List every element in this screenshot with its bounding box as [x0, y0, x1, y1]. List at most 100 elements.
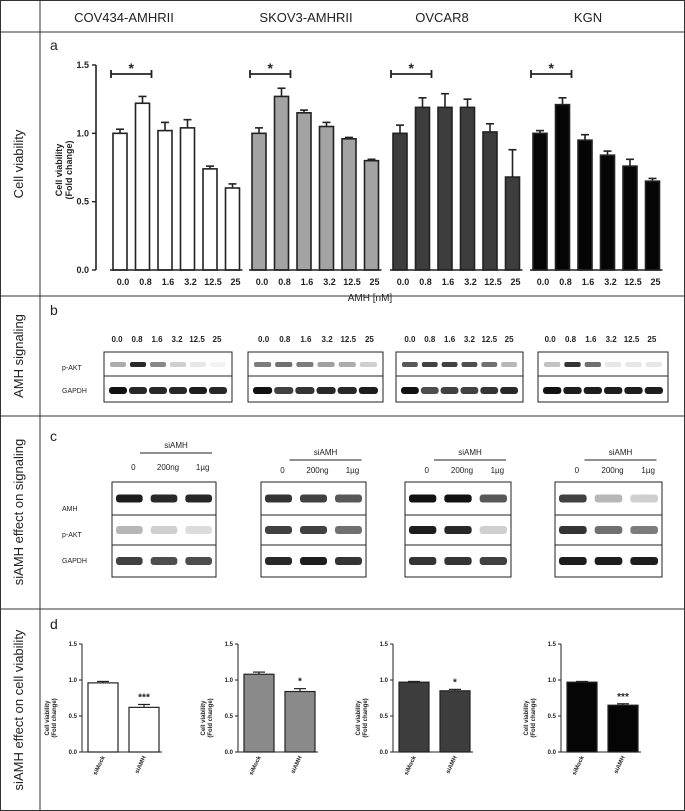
- panel-a-xtick-label: 0.8: [139, 277, 152, 287]
- panel-d-significance: *: [453, 677, 457, 688]
- panel-a-xtick-label: 3.2: [323, 277, 336, 287]
- panel-c-band: [150, 526, 178, 534]
- panel-b-lane-label: 0.0: [111, 335, 123, 344]
- panel-a-bar: [296, 112, 312, 271]
- panel-a-xtick-label: 1.6: [442, 277, 455, 287]
- panel-b-gapdh-band: [209, 387, 227, 394]
- panel-c-lane-label: 1µg: [641, 466, 655, 475]
- panel-a-bar: [318, 125, 335, 271]
- panel-a-ytick-label: 1.5: [76, 60, 89, 70]
- panel-a-bar: [202, 168, 218, 271]
- panel-b-gapdh-band: [401, 387, 419, 394]
- panel-d-bar: [607, 704, 639, 753]
- panel-a-bar: [577, 139, 593, 271]
- panel-a-bar: [157, 129, 173, 271]
- panel-a-xtick-label: 0.8: [278, 277, 291, 287]
- panel-d-bar: [243, 673, 275, 753]
- panel-c-band: [300, 557, 327, 565]
- panel-c-treatment-label: siAMH: [164, 441, 188, 450]
- panel-d-ytick-label: 1.5: [69, 642, 78, 648]
- panel-c-row-label-pakt: p-AKT: [62, 532, 83, 539]
- panel-a-significance-star: *: [549, 60, 555, 76]
- panel-a-significance-star: *: [409, 60, 415, 76]
- panel-b-gapdh-band: [337, 387, 357, 394]
- panel-b-blot-3: 0.0 0.8 1.6 3.2 12.5 25: [537, 335, 669, 403]
- panel-d-ytick-label: 0.5: [69, 714, 78, 720]
- column-title-cov434: COV434-AMHRII: [74, 10, 174, 25]
- panel-c-treatment-label: siAMH: [314, 448, 338, 457]
- row-label-signaling: AMH signaling: [11, 314, 26, 398]
- panel-b-gapdh-band: [440, 387, 459, 394]
- panel-c-lane-label: 1µg: [346, 466, 360, 475]
- panel-c-band: [265, 526, 292, 534]
- panel-d-ylabel-2: (Fold change): [531, 698, 537, 737]
- panel-b-lane-label: 0.0: [545, 335, 557, 344]
- panel-d-ylabel-2: (Fold change): [52, 698, 58, 737]
- panel-b-pakt-band: [605, 362, 622, 367]
- panel-c-treatment-label: siAMH: [609, 448, 633, 457]
- panel-b-row-label-gapdh: GAPDH: [62, 388, 87, 395]
- panel-b-lane-label: 0.8: [279, 335, 291, 344]
- panel-b-pakt-band: [359, 362, 377, 367]
- panel-d-xtick-label: siMock: [572, 755, 586, 777]
- panel-d-ytick-label: 1.5: [225, 642, 234, 648]
- panel-a-bar: [532, 132, 548, 271]
- panel-b-lane-label: 3.2: [171, 335, 183, 344]
- panel-d-ylabel-1: Cell viability: [356, 700, 362, 736]
- panel-a-bar: [599, 154, 616, 271]
- panel-c-blot-2: siAMH 0 200ng 1µg: [404, 448, 512, 578]
- panel-a-bar: [644, 180, 661, 271]
- panel-c-band: [594, 494, 623, 503]
- panel-a-bars: 0.0 0.8 1.6 3.2 12.5 25*0.0 0.8 1.6 3.2 12.5 25*0.…: [110, 60, 663, 287]
- panel-b-pakt-band: [402, 362, 418, 367]
- panel-c-band: [594, 557, 623, 565]
- panel-b-gapdh-band: [253, 387, 273, 394]
- panel-a-axis: 0.0 0.5 1.0 1.5: [76, 60, 97, 275]
- panel-a-xtick-label: 0.8: [559, 277, 572, 287]
- panel-d-chart-2: Cell viability (Fold change) 0.0 0.5 1.0 1.5 s…: [356, 642, 473, 776]
- panel-b-lane-label: 1.6: [585, 335, 597, 344]
- panel-d-bar: [439, 690, 471, 753]
- column-title-kgn: KGN: [574, 10, 602, 25]
- panel-d-ytick-label: 0.0: [69, 750, 78, 756]
- panel-b-lane-label: 0.8: [131, 335, 143, 344]
- panel-b-lane-label: 12.5: [189, 335, 205, 344]
- panel-a-bar: [459, 106, 476, 271]
- panel-a-series-0: 0.0 0.8 1.6 3.2 12.5 25 *: [110, 60, 243, 287]
- panel-b-lane-label: 3.2: [464, 335, 476, 344]
- row-label-viability: Cell viability: [11, 129, 26, 198]
- panel-b-lane-label: 12.5: [481, 335, 497, 344]
- panel-a-xtick-label: 0.0: [117, 277, 130, 287]
- panel-b-pakt-band: [645, 362, 662, 367]
- panel-d-ylabel-2: (Fold change): [363, 698, 369, 737]
- panel-d-significance: *: [298, 677, 302, 688]
- panel-d-chart-3: Cell viability (Fold change) 0.0 0.5 1.0 1.5 s…: [524, 642, 641, 776]
- panel-b-gapdh-band: [604, 387, 623, 394]
- panel-b-pakt-band: [584, 362, 601, 367]
- panel-a-xtick-label: 1.6: [582, 277, 595, 287]
- panel-b-pakt-strip: [537, 351, 669, 377]
- panel-c-band: [630, 557, 658, 565]
- panel-b-pakt-band: [170, 362, 186, 367]
- panel-c-band: [479, 494, 507, 503]
- panel-a-ytick-label: 1.0: [76, 128, 89, 138]
- panel-d-xtick-label: siAMH: [613, 755, 626, 774]
- panel-b-blot-2: 0.0 0.8 1.6 3.2 12.5 25: [395, 335, 524, 403]
- panel-b-gapdh-band: [500, 387, 518, 394]
- panel-b-gapdh-band: [129, 387, 147, 394]
- panel-b-gapdh-band: [274, 387, 294, 394]
- panel-a-xtick-label: 0.8: [419, 277, 432, 287]
- panel-a-xtick-label: 1.6: [162, 277, 175, 287]
- panel-b-gapdh-band: [189, 387, 207, 394]
- panel-d-ytick-label: 1.0: [225, 678, 234, 684]
- panel-c-blot-0: siAMH 0 200ng 1µg: [111, 441, 217, 578]
- panel-c-row-label-amh: AMH: [62, 506, 78, 513]
- panel-a-series-3: 0.0 0.8 1.6 3.2 12.5 25 *: [530, 60, 663, 287]
- panel-a-xtick-label: 25: [230, 277, 240, 287]
- panel-d-bar: [284, 690, 316, 753]
- panel-b-lane-label: 25: [213, 335, 222, 344]
- panel-a-xtick-label: 0.0: [397, 277, 410, 287]
- panel-d-ytick-label: 0.5: [380, 714, 389, 720]
- panel-a-xtick-label: 3.2: [604, 277, 617, 287]
